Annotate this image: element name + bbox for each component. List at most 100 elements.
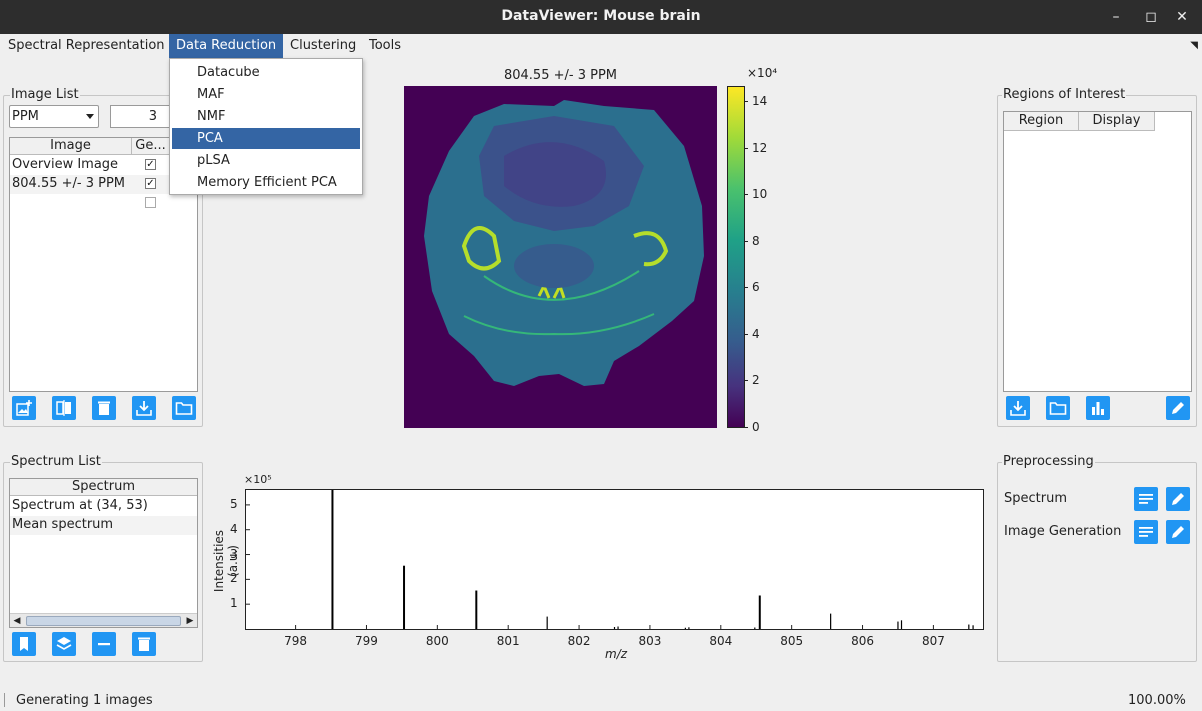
colorbar-tick: 0 [744,420,760,434]
roi-stats-button[interactable] [1086,396,1110,420]
brain-section-image [424,100,704,386]
x-tick-label: 803 [638,634,662,648]
ion-image-heatmap[interactable] [404,86,717,428]
folder-icon [1049,402,1067,415]
add-image-icon [16,400,32,416]
menu-spectral-representation[interactable]: Spectral Representation [8,38,165,53]
roi-table: Region Display [1003,111,1192,392]
colorbar-tick: 4 [744,327,760,341]
image-list-title: Image List [10,87,80,103]
scroll-thumb[interactable] [26,616,181,626]
x-tick-label: 807 [921,634,945,648]
list-item[interactable]: Spectrum at (34, 53) [12,498,148,513]
preprocessing-title: Preprocessing [1002,454,1095,470]
title-bar: DataViewer: Mouse brain – ◻ ✕ [0,0,1202,34]
col-image[interactable]: Image [10,138,132,155]
spectrum-plot[interactable] [245,489,984,630]
col-spectrum[interactable]: Spectrum [10,479,197,496]
roi-open-button[interactable] [1046,396,1070,420]
x-tick-label: 798 [284,634,308,648]
compare-button[interactable] [52,396,76,420]
menu-data-reduction[interactable]: Data Reduction [169,34,284,58]
spectrum-svg [246,490,974,629]
dd-item-nmf[interactable]: NMF [197,109,226,124]
colorbar-tick: 8 [744,234,760,248]
edit-icon [1172,493,1184,505]
preprocessing-group: Preprocessing [997,454,1197,662]
export-image-button[interactable] [132,396,156,420]
image-title: 804.55 +/- 3 PPM [503,68,617,83]
colorbar-exponent: ×10⁴ [747,66,778,80]
bookmark-button[interactable] [12,632,36,656]
image-generation-edit-button[interactable] [1166,520,1190,544]
generate-checkbox[interactable] [145,197,156,208]
compare-icon [56,400,71,416]
colorbar-tick: 12 [743,141,768,155]
colorbar-tick: 6 [744,280,760,294]
delete-image-button[interactable] [92,396,116,420]
layers-button[interactable] [52,632,76,656]
list-item[interactable]: Mean spectrum [12,517,114,532]
x-tick-label: 800 [425,634,449,648]
table-row-bg [10,175,170,194]
table-row[interactable]: 804.55 +/- 3 PPM [12,176,126,191]
list-icon [1139,494,1153,504]
maximize-button[interactable]: ◻ [1145,9,1157,25]
dd-item-memory-efficient-pca[interactable]: Memory Efficient PCA [197,175,337,190]
chevron-down-icon [86,114,94,119]
x-tick-label: 799 [355,634,378,648]
spectrum-list-button[interactable] [1134,487,1158,511]
spectrum-list-title: Spectrum List [10,454,102,470]
close-button[interactable]: ✕ [1176,9,1188,25]
horizontal-scrollbar[interactable]: ◀ ▶ [10,613,197,627]
roi-export-button[interactable] [1006,396,1030,420]
delete-spectrum-button[interactable] [132,632,156,656]
col-region[interactable]: Region [1004,112,1079,131]
x-tick-label: 804 [709,634,733,648]
download-icon [1010,401,1026,416]
x-tick-label: 805 [780,634,804,648]
dd-item-datacube[interactable]: Datacube [197,65,260,80]
scroll-left-icon[interactable]: ◀ [13,616,21,626]
preprocess-spectrum-label: Spectrum [1004,491,1067,506]
add-image-button[interactable] [12,396,36,420]
colorbar-tick: 2 [744,373,760,387]
dd-item-pca[interactable]: PCA [172,128,360,149]
spectrum-list-group: Spectrum List [3,454,203,662]
remove-spectrum-button[interactable] [92,632,116,656]
x-tick-label: 802 [567,634,591,648]
edit-icon [1172,402,1184,414]
roi-edit-button[interactable] [1166,396,1190,420]
tolerance-input[interactable]: 3 [110,105,170,128]
minimize-button[interactable]: – [1112,9,1120,25]
generate-checkbox[interactable]: ✓ [145,178,156,189]
col-display[interactable]: Display [1079,112,1155,131]
unit-select[interactable]: PPM [9,105,99,128]
minus-icon [98,643,110,646]
menu-tools[interactable]: Tools [369,38,402,53]
spectrum-table: Spectrum Spectrum at (34, 53) Mean spect… [9,478,198,628]
menu-clustering[interactable]: Clustering [290,38,357,53]
table-row[interactable]: Overview Image [12,157,119,172]
x-tick-label: 801 [496,634,520,648]
bar-chart-icon [1092,402,1104,415]
scroll-right-icon[interactable]: ▶ [186,616,194,626]
colorbar-tick: 10 [743,187,768,201]
col-generate[interactable]: Ge... [132,138,170,155]
dd-item-plsa[interactable]: pLSA [197,153,230,168]
menu-corner-icon[interactable]: ◥ [1190,40,1198,51]
status-bar: Generating 1 images 100.00% [0,690,1202,711]
delete-icon [138,637,150,651]
download-icon [136,401,152,416]
dd-item-maf[interactable]: MAF [197,87,225,102]
generate-checkbox[interactable]: ✓ [145,159,156,170]
x-tick-label: 806 [851,634,874,648]
image-generation-list-button[interactable] [1134,520,1158,544]
y-tick-label: 2 [230,571,238,586]
menu-bar: Spectral Representation Data Reduction C… [0,34,1202,58]
roi-title: Regions of Interest [1002,87,1127,103]
spectrum-edit-button[interactable] [1166,487,1190,511]
open-folder-button[interactable] [172,396,196,420]
bookmark-icon [20,637,28,651]
edit-icon [1172,526,1184,538]
